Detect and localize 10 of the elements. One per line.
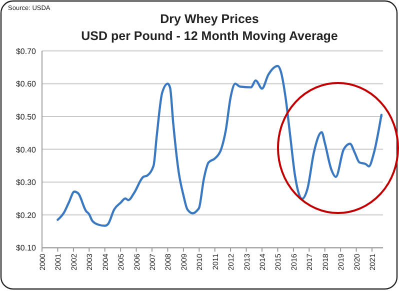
y-tick-label: $0.20 <box>16 210 37 220</box>
chart-title: Dry Whey Prices <box>160 12 259 26</box>
y-tick-label: $0.30 <box>16 178 37 188</box>
y-tick-label: $0.10 <box>16 244 37 253</box>
y-tick-label: $0.50 <box>16 112 37 122</box>
line-series <box>56 64 383 227</box>
y-tick-label: $0.40 <box>16 145 37 154</box>
y-tick-label: $0.70 <box>16 46 37 56</box>
chart-subtitle: USD per Pound - 12 Month Moving Average <box>81 29 338 43</box>
y-tick-label: $0.60 <box>16 80 37 89</box>
